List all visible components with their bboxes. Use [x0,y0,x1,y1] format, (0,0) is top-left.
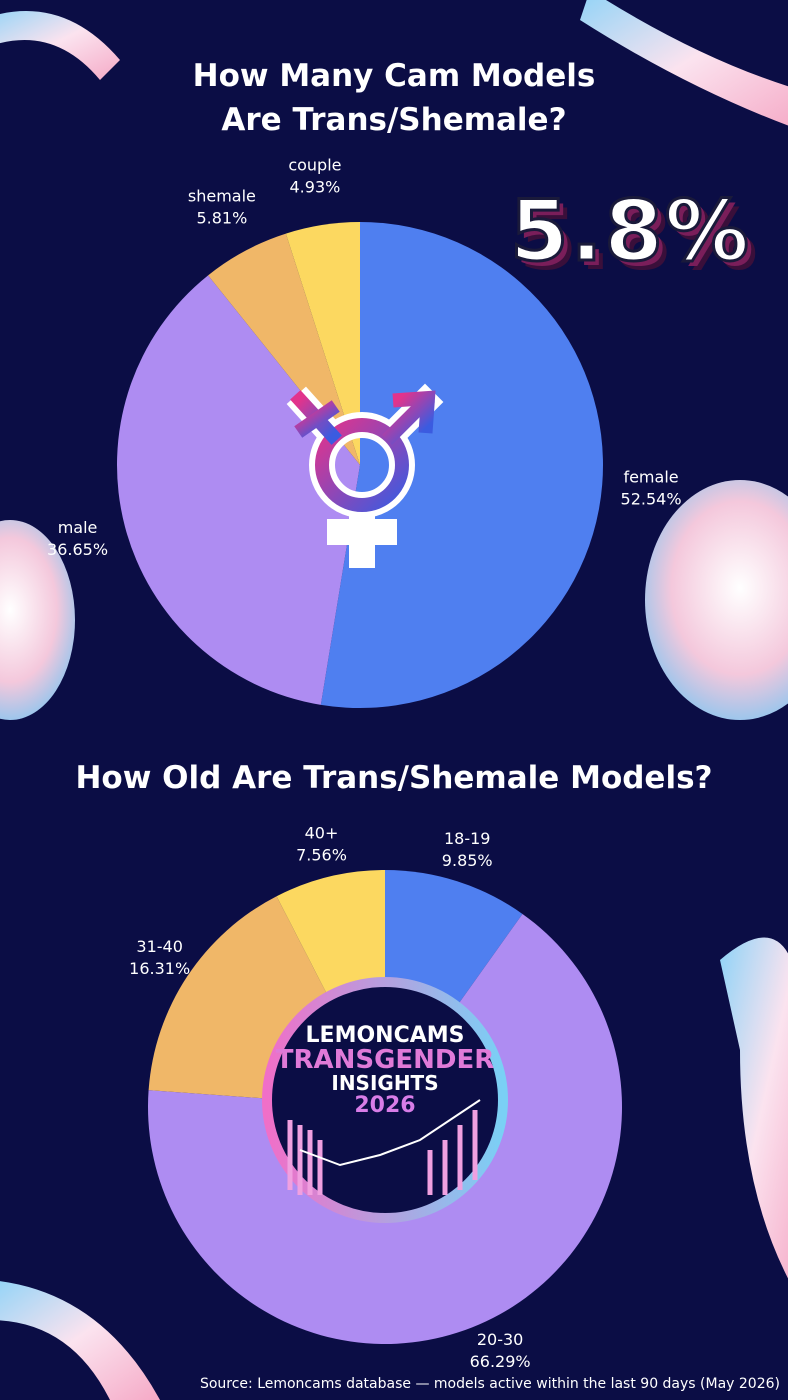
slice-label: 18-19 [444,829,491,848]
rose-decoration [0,520,75,720]
pie-chart: female 52.54% male 36.65% shemale 5.81% couple… [47,156,682,708]
highlight-stat: 5.8% [509,181,751,282]
slice-label: couple [288,156,341,175]
slice-value-label: 5.81% [196,209,247,228]
slice-value-label: 9.85% [442,851,493,870]
trans-symbol [286,383,444,568]
chart-title: How Old Are Trans/Shemale Models? [75,760,713,796]
slice-value-label: 66.29% [470,1352,531,1371]
slice-label: female [623,468,678,487]
slice-label: 40+ [305,824,339,843]
slice-label: 20-30 [477,1330,524,1349]
slice-value-label: 7.56% [296,846,347,865]
ribbon-decoration [720,937,788,1279]
slice-value-label: 52.54% [621,490,682,509]
ribbon-decoration [580,0,788,126]
badge: LEMONCAMS TRANSGENDER INSIGHTS 2026 [262,977,508,1223]
slice-value-label: 36.65% [47,540,108,559]
badge-text: INSIGHTS [331,1071,438,1095]
pie-slice [117,275,360,705]
slice-label: male [58,518,98,537]
badge-text: TRANSGENDER [276,1045,495,1075]
slice-label: 31-40 [136,937,183,956]
pie-slice [285,222,360,465]
chart-title: How Many Cam Models Are Trans/Shemale? [192,58,596,138]
pie-slice [320,222,604,708]
rose-decoration [645,480,788,720]
slice-label: shemale [188,187,256,206]
badge-text: LEMONCAMS [306,1023,465,1048]
slice-value-label: 16.31% [129,959,190,978]
source-note: Source: Lemoncams database — models acti… [199,1376,780,1392]
badge-text: 2026 [354,1093,415,1118]
ribbon-decoration [0,1281,160,1400]
slice-value-label: 4.93% [290,178,341,197]
ribbon-decoration [0,11,120,80]
